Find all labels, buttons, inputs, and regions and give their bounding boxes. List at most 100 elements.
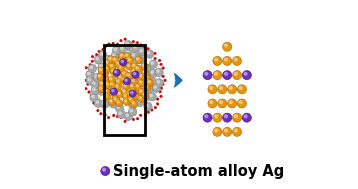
Circle shape xyxy=(125,72,132,80)
Circle shape xyxy=(123,61,125,63)
Circle shape xyxy=(124,112,132,120)
Circle shape xyxy=(126,91,134,98)
Circle shape xyxy=(158,59,161,62)
Circle shape xyxy=(223,57,232,66)
Circle shape xyxy=(110,87,117,94)
Circle shape xyxy=(148,78,156,86)
Circle shape xyxy=(117,110,125,119)
Circle shape xyxy=(140,49,142,52)
Circle shape xyxy=(131,100,138,107)
Circle shape xyxy=(107,56,115,63)
Circle shape xyxy=(116,72,118,74)
Circle shape xyxy=(119,112,121,114)
Circle shape xyxy=(93,73,101,82)
Circle shape xyxy=(121,47,123,50)
Circle shape xyxy=(133,74,136,77)
Circle shape xyxy=(155,79,164,87)
Circle shape xyxy=(122,93,130,100)
Circle shape xyxy=(147,51,150,54)
Circle shape xyxy=(87,83,89,86)
Circle shape xyxy=(134,94,136,96)
Circle shape xyxy=(131,68,138,75)
Circle shape xyxy=(104,56,112,64)
Circle shape xyxy=(232,57,242,66)
Circle shape xyxy=(143,64,151,72)
Circle shape xyxy=(116,115,119,118)
Circle shape xyxy=(116,85,118,87)
Circle shape xyxy=(135,83,142,91)
Circle shape xyxy=(110,77,112,80)
Circle shape xyxy=(99,88,102,91)
Circle shape xyxy=(97,109,99,112)
Circle shape xyxy=(88,78,91,81)
Circle shape xyxy=(162,67,164,69)
Circle shape xyxy=(97,73,104,81)
Circle shape xyxy=(115,60,122,68)
Circle shape xyxy=(140,74,142,77)
Circle shape xyxy=(130,88,137,95)
Circle shape xyxy=(128,92,130,94)
Circle shape xyxy=(124,38,126,40)
Circle shape xyxy=(114,98,116,100)
Circle shape xyxy=(150,94,152,97)
Circle shape xyxy=(218,99,227,108)
Circle shape xyxy=(96,57,98,60)
Circle shape xyxy=(90,94,98,102)
Circle shape xyxy=(147,111,150,114)
Circle shape xyxy=(138,73,145,80)
Circle shape xyxy=(132,69,135,72)
Circle shape xyxy=(224,115,227,118)
Circle shape xyxy=(150,79,153,82)
Circle shape xyxy=(111,83,113,85)
Circle shape xyxy=(232,113,242,122)
Circle shape xyxy=(156,70,159,72)
Circle shape xyxy=(164,79,166,82)
Circle shape xyxy=(156,98,159,100)
Circle shape xyxy=(120,59,127,66)
Circle shape xyxy=(103,93,111,100)
Circle shape xyxy=(112,91,119,98)
Circle shape xyxy=(106,61,108,63)
Circle shape xyxy=(125,100,127,102)
Circle shape xyxy=(105,67,107,69)
Circle shape xyxy=(141,93,150,102)
Circle shape xyxy=(87,71,89,74)
Circle shape xyxy=(102,70,109,77)
Circle shape xyxy=(113,93,115,95)
Circle shape xyxy=(136,55,144,64)
Circle shape xyxy=(113,69,120,76)
Circle shape xyxy=(228,99,237,108)
Circle shape xyxy=(100,112,102,115)
Circle shape xyxy=(126,42,129,45)
Circle shape xyxy=(154,52,156,55)
Circle shape xyxy=(218,85,227,94)
Circle shape xyxy=(98,75,101,77)
Circle shape xyxy=(132,92,140,100)
Circle shape xyxy=(91,55,94,58)
Circle shape xyxy=(145,85,154,93)
Circle shape xyxy=(160,63,163,66)
Circle shape xyxy=(129,83,136,90)
Circle shape xyxy=(145,75,147,77)
Circle shape xyxy=(143,70,145,73)
Circle shape xyxy=(237,99,246,108)
Circle shape xyxy=(127,74,129,76)
Circle shape xyxy=(129,108,137,116)
Circle shape xyxy=(237,85,246,94)
Circle shape xyxy=(131,63,138,70)
Circle shape xyxy=(154,86,157,88)
Circle shape xyxy=(136,85,139,87)
Circle shape xyxy=(144,102,152,111)
Circle shape xyxy=(87,72,90,75)
Circle shape xyxy=(132,44,140,52)
Circle shape xyxy=(123,78,125,80)
Circle shape xyxy=(129,97,131,100)
Circle shape xyxy=(102,48,104,51)
Circle shape xyxy=(210,101,213,104)
Circle shape xyxy=(208,99,217,108)
Circle shape xyxy=(137,57,140,60)
Circle shape xyxy=(121,76,129,84)
Circle shape xyxy=(213,57,222,66)
Circle shape xyxy=(223,42,232,51)
Circle shape xyxy=(126,114,129,116)
